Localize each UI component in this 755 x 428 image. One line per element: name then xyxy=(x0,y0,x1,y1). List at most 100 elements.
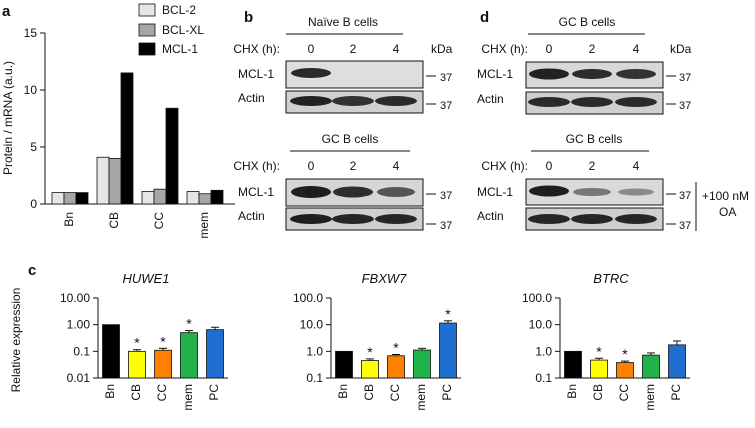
blot-b-top-mcl1-strip xyxy=(285,60,424,89)
c-xlabel-cc: CC xyxy=(617,384,631,402)
a-bar-bcl-xl-mem xyxy=(198,193,212,205)
c-xlabel-mem: mem xyxy=(643,384,657,411)
blot-b-top-row-actin: Actin xyxy=(238,91,265,105)
c-xlabel-cc: CC xyxy=(388,384,402,402)
c-ytick-label: 1.0 xyxy=(306,344,323,358)
blot-d-bottom-marker-2: 37 xyxy=(679,220,691,232)
c-significance-star: * xyxy=(186,316,192,332)
blot-b-bottom-actin-strip xyxy=(285,207,424,231)
blot-b-bottom-tp4: 4 xyxy=(393,159,400,173)
c-bar-bn xyxy=(335,350,353,379)
c-bar-mem xyxy=(413,349,431,379)
blot-b-top-kda: kDa xyxy=(431,42,453,56)
blot-d-bottom-chx-label: CHX (h): xyxy=(481,159,528,173)
a-bar-mcl-1-bn xyxy=(75,192,89,205)
c-xlabel-bn: Bn xyxy=(103,384,117,399)
blot-d-top-tp0: 0 xyxy=(546,42,553,56)
c-ytick-label: 10.00 xyxy=(60,291,90,305)
a-ytick-label: 15 xyxy=(24,26,38,40)
a-xlabel-cb: CB xyxy=(107,212,121,229)
panel-c-ylabel: Relative expression xyxy=(9,288,23,393)
c-xlabel-pc: PC xyxy=(207,384,221,401)
blot-d-top-row-mcl1: MCL-1 xyxy=(477,67,513,81)
c-ytick-label: 100.0 xyxy=(293,291,323,305)
c-bar-cb xyxy=(361,360,379,379)
blot-b-bottom-tp2: 2 xyxy=(350,159,357,173)
c-bar-cb xyxy=(128,350,146,379)
c-bar-cc xyxy=(616,362,634,379)
blot-b-top-marker-1: 37 xyxy=(440,72,452,84)
c-xlabel-mem: mem xyxy=(181,384,195,411)
blot-b-top-title: Naïve B cells xyxy=(308,15,378,29)
chart-huwe1: 0.01 0.1 1.00 10.00 Bn * CB * CC * mem PC xyxy=(60,291,228,411)
chart-btrc-title: BTRC xyxy=(593,271,629,286)
blot-d-bottom-row-mcl1: MCL-1 xyxy=(477,185,513,199)
c-significance-star: * xyxy=(596,343,602,359)
blot-d-bottom-actin-strip xyxy=(525,207,664,231)
chart-fbxw7: 0.1 1.0 10.0 100.0 Bn * CB * CC mem * PC xyxy=(293,291,461,411)
c-significance-star: * xyxy=(622,346,628,362)
a-xlabel-mem: mem xyxy=(197,212,211,239)
blot-d-bottom-tp2: 2 xyxy=(589,159,596,173)
c-ytick-label: 10.0 xyxy=(300,318,324,332)
blot-d-top-chx-label: CHX (h): xyxy=(481,42,528,56)
panel-a-bars xyxy=(51,72,224,205)
blot-d-bottom-row-actin: Actin xyxy=(477,209,504,223)
legend-label-mcl1: MCL-1 xyxy=(162,42,198,56)
blot-d-bottom-marker-1: 37 xyxy=(679,190,691,202)
blot-b-top-tp4: 4 xyxy=(393,42,400,56)
blot-b-top-marker-2: 37 xyxy=(440,100,452,112)
legend-swatch-bcl2 xyxy=(138,3,156,17)
a-bar-mcl-1-cc xyxy=(165,107,179,205)
panel-a-yticks: 0 5 10 15 xyxy=(24,26,45,211)
blot-b-bottom-marker-1: 37 xyxy=(440,190,452,202)
c-bar-pc xyxy=(206,329,224,379)
a-bar-bcl-xl-bn xyxy=(63,192,77,205)
blot-d-top-actin-strip xyxy=(525,91,664,115)
c-xlabel-cb: CB xyxy=(591,384,605,401)
blot-d-top-title: GC B cells xyxy=(559,15,616,29)
chart-huwe1-title: HUWE1 xyxy=(123,271,170,286)
a-bar-bcl-xl-cb xyxy=(108,157,122,205)
c-xlabel-pc: PC xyxy=(669,384,683,401)
c-xlabel-cb: CB xyxy=(129,384,143,401)
blot-b-bottom-title: GC B cells xyxy=(322,132,379,146)
a-bar-bcl-2-cc xyxy=(141,191,155,205)
c-xlabel-cc: CC xyxy=(155,384,169,402)
c-bar-cb xyxy=(590,359,608,379)
c-ytick-label: 0.1 xyxy=(73,344,90,358)
c-xlabel-cb: CB xyxy=(362,384,376,401)
c-ytick-label: 0.1 xyxy=(535,371,552,385)
a-ytick-label: 5 xyxy=(30,140,37,154)
blot-d-bottom-tp0: 0 xyxy=(546,159,553,173)
blot-d-top-marker-2: 37 xyxy=(679,100,691,112)
c-ytick-label: 1.0 xyxy=(535,344,552,358)
c-bar-pc xyxy=(668,344,686,379)
a-xlabel-cc: CC xyxy=(152,212,166,230)
blot-d-bottom-title: GC B cells xyxy=(566,132,623,146)
a-ytick-label: 0 xyxy=(30,197,37,211)
c-significance-star: * xyxy=(445,306,451,322)
c-xlabel-mem: mem xyxy=(414,384,428,411)
a-bar-mcl-1-mem xyxy=(210,189,224,205)
c-bar-cc xyxy=(154,349,172,379)
panel-a-legend: BCL-2 BCL-XL MCL-1 xyxy=(138,3,204,56)
c-bar-cc xyxy=(387,355,405,379)
blot-b-bottom-row-mcl1: MCL-1 xyxy=(238,185,274,199)
legend-label-bcl2: BCL-2 xyxy=(162,3,196,17)
c-bar-bn xyxy=(102,324,120,379)
panel-d-blots: GC B cells CHX (h): 0 2 4 kDa MCL-1 Acti… xyxy=(477,15,749,232)
c-xlabel-pc: PC xyxy=(440,384,454,401)
c-significance-star: * xyxy=(160,333,166,349)
panel-letter-b: b xyxy=(244,9,253,26)
a-bar-mcl-1-cb xyxy=(120,72,134,205)
blot-b-top-tp2: 2 xyxy=(350,42,357,56)
c-xlabel-bn: Bn xyxy=(336,384,350,399)
blot-d-top-row-actin: Actin xyxy=(477,92,504,106)
panel-b-blots: Naïve B cells CHX (h): 0 2 4 kDa MCL-1 A… xyxy=(233,15,452,232)
blot-b-bottom-marker-2: 37 xyxy=(440,220,452,232)
blot-d-top-tp2: 2 xyxy=(589,42,596,56)
panel-a-ylabel: Protein / mRNA (a.u.) xyxy=(1,61,15,175)
blot-d-top-mcl1-strip xyxy=(525,61,664,89)
